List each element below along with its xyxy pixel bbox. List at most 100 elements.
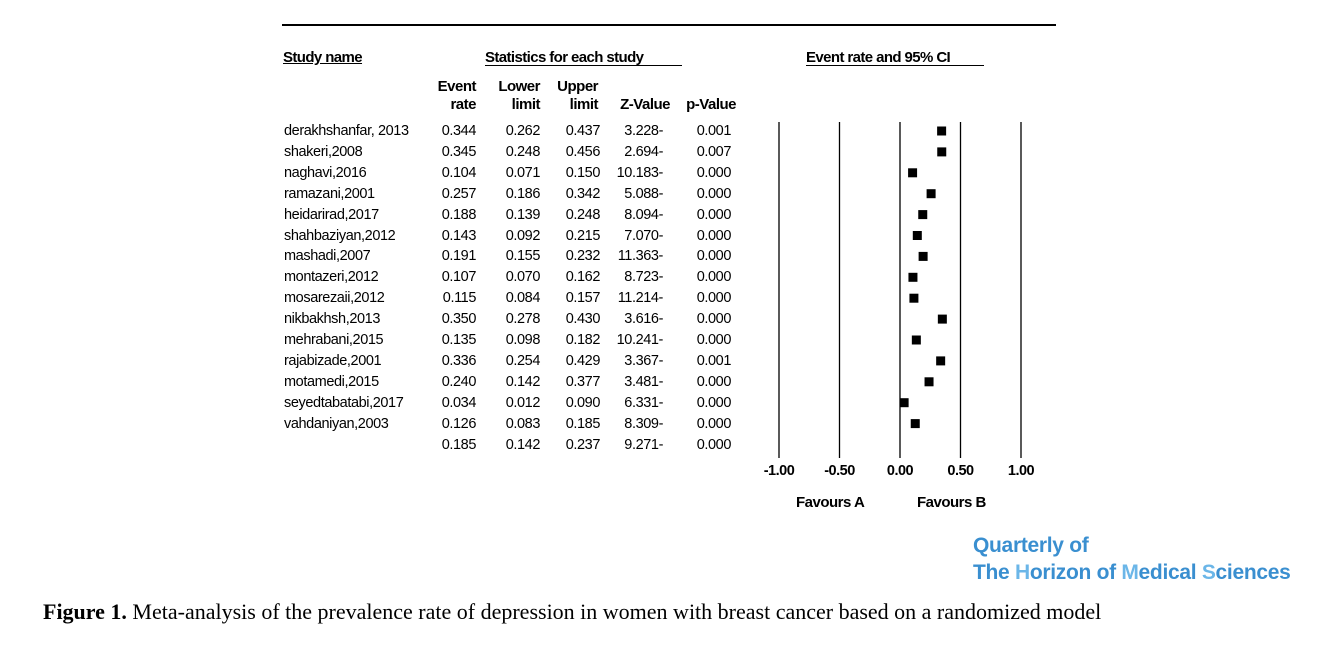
data-point-marker [910,419,920,429]
cell-event-rate: 0.191 [441,248,477,265]
cell-p-value: 0.000 [696,373,732,390]
data-point-marker [936,356,946,366]
col-event-rate-line2: rate [450,96,476,113]
figure-caption-label: Figure 1. [43,599,127,624]
figure-caption-text: Meta-analysis of the prevalence rate of … [126,599,1102,624]
cell-upper-limit: 0.182 [565,332,601,348]
col-z-value: Z-Value [620,96,670,113]
cell-p-value: 0.001 [696,123,732,139]
cell-study: motamedi,2015 [284,373,379,390]
event-rate-ci-header: Event rate and 95% CI [806,49,951,66]
favours-a-label: Favours A [796,494,865,511]
cell-upper-limit: 0.185 [565,415,601,432]
cell-event-rate: 0.188 [441,206,477,223]
col-lower-limit-line1: Lower [498,78,540,95]
cell-z-value: 3.481- [624,373,663,390]
cell-upper-limit: 0.232 [565,248,601,265]
cell-event-rate: 0.185 [441,436,477,453]
top-rule [282,24,1056,26]
data-point-marker [918,251,928,261]
data-point-marker [911,335,921,345]
cell-z-value: 9.271- [624,436,663,453]
cell-p-value: 0.000 [696,227,732,244]
cell-lower-limit: 0.071 [505,164,541,181]
cell-event-rate: 0.143 [441,227,477,244]
cell-event-rate: 0.034 [441,394,477,411]
cell-z-value: 3.228- [624,123,663,139]
forest-plot [778,122,1022,458]
journal-logo-line2: The Horizon of Medical Sciences [973,561,1291,585]
cell-p-value: 0.000 [696,269,732,286]
cell-lower-limit: 0.278 [505,311,541,328]
cell-upper-limit: 0.437 [565,123,601,139]
journal-logo-line1: Quarterly of [973,534,1089,557]
col-event-rate-line1: Event [437,78,477,95]
cell-lower-limit: 0.142 [505,436,541,453]
cell-upper-limit: 0.377 [565,373,601,390]
col-p-value: p-Value [686,96,736,113]
statistics-header-label: Statistics for each study [485,49,644,66]
cell-upper-limit: 0.342 [565,185,601,202]
journal-part: ciences [1215,561,1291,584]
cell-study: shakeri,2008 [284,143,363,160]
data-point-marker [899,398,909,408]
cell-z-value: 6.331- [624,394,663,411]
cell-p-value: 0.001 [696,352,732,369]
statistics-header: Statistics for each study [485,49,644,66]
journal-part: edical [1138,561,1202,584]
cell-p-value: 0.000 [696,415,732,432]
data-point-marker [937,126,947,136]
cell-z-value: 5.088- [624,185,663,202]
cell-p-value: 0.007 [696,143,732,160]
cell-study: naghavi,2016 [284,164,367,181]
cell-upper-limit: 0.456 [565,143,601,160]
cell-upper-limit: 0.430 [565,311,601,328]
data-point-marker [926,189,936,199]
cell-lower-limit: 0.248 [505,143,541,160]
statistics-underline [485,65,682,66]
cell-lower-limit: 0.186 [505,185,541,202]
favours-b-label: Favours B [917,494,986,511]
cell-study: rajabizade,2001 [284,352,382,369]
cell-z-value: 7.070- [624,227,663,244]
cell-study: seyedtabatabi,2017 [284,394,404,411]
cell-event-rate: 0.135 [441,332,477,348]
cell-event-rate: 0.345 [441,143,477,160]
cell-lower-limit: 0.142 [505,373,541,390]
cell-p-value: 0.000 [696,332,732,348]
cell-p-value: 0.000 [696,206,732,223]
col-upper-limit: Upper limit [545,78,598,114]
data-point-marker [937,314,947,324]
x-tick-label: 0.50 [947,463,974,479]
data-point-marker [908,168,918,178]
cell-study: derakhshanfar, 2013 [284,123,409,139]
cell-z-value: 11.363- [617,248,664,265]
cell-study: heidarirad,2017 [284,206,379,223]
data-point-marker [924,377,934,387]
cell-lower-limit: 0.262 [505,123,541,139]
x-tick-label: -0.50 [824,463,855,479]
cell-lower-limit: 0.098 [505,332,541,348]
journal-part: orizon of [1029,561,1122,584]
cell-p-value: 0.000 [696,436,732,453]
cell-lower-limit: 0.254 [505,352,541,369]
cell-event-rate: 0.350 [441,311,477,328]
cell-z-value: 3.367- [624,352,663,369]
col-event-rate: Event rate [420,78,477,114]
cell-z-value: 3.616- [624,311,663,328]
study-name-header: Study name [283,49,363,66]
cell-z-value: 11.214- [617,290,664,307]
cell-p-value: 0.000 [696,311,732,328]
cell-upper-limit: 0.162 [565,269,601,286]
cell-z-value: 2.694- [624,143,663,160]
cell-lower-limit: 0.084 [505,290,541,307]
cell-lower-limit: 0.092 [505,227,541,244]
cell-upper-limit: 0.237 [565,436,601,453]
x-tick-label: 1.00 [1007,463,1035,479]
cell-z-value: 8.094- [624,206,663,223]
cell-p-value: 0.000 [696,164,732,181]
journal-part: The [973,561,1015,584]
cell-study: shahbaziyan,2012 [284,227,396,244]
col-upper-limit-line1: Upper [557,78,598,95]
cell-p-value: 0.000 [696,185,732,202]
